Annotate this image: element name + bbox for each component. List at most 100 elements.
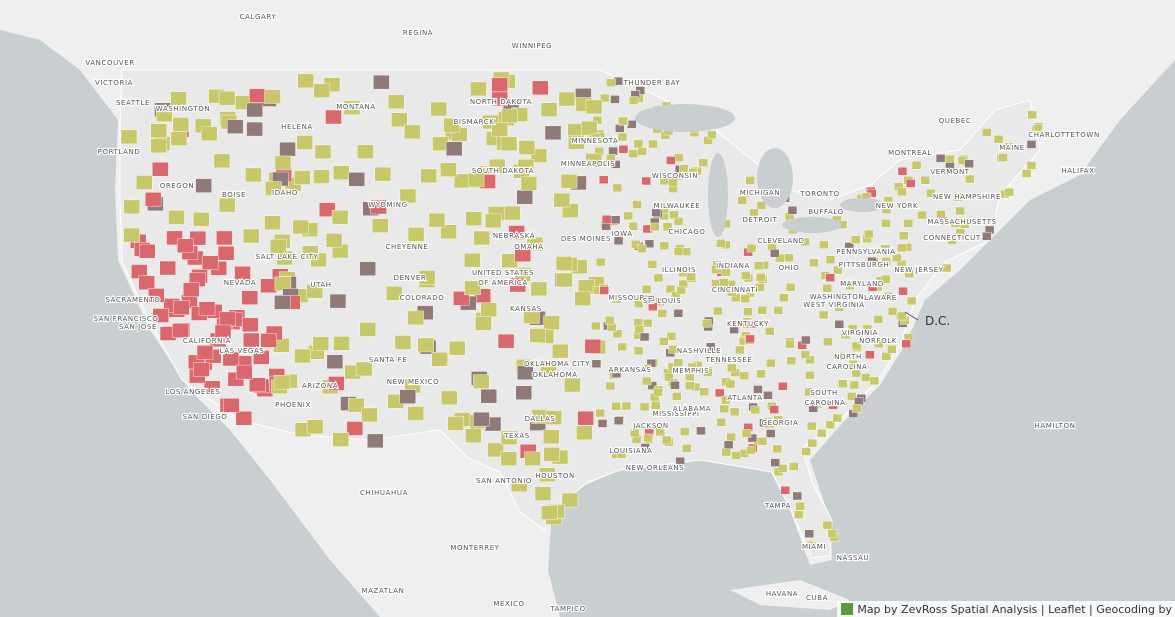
county [465, 211, 483, 227]
county [737, 196, 747, 205]
county [501, 108, 518, 124]
place-label: MAZATLAN [361, 587, 404, 595]
county [606, 154, 616, 163]
place-label: BOISE [222, 191, 246, 199]
attribution[interactable]: Map by ZevRoss Spatial Analysis | Leafle… [837, 601, 1175, 617]
county [591, 321, 601, 331]
county [801, 335, 811, 345]
county [851, 341, 862, 351]
county [698, 158, 708, 167]
county [650, 222, 660, 232]
place-label: MARYLAND [840, 280, 884, 288]
county [766, 429, 776, 438]
county [332, 432, 349, 447]
place-label: SAN ANTONIO [476, 477, 532, 485]
county [543, 429, 560, 445]
county [633, 346, 644, 355]
county [716, 418, 726, 427]
county [795, 502, 805, 511]
place-label: DENVER [394, 274, 427, 282]
county [584, 339, 602, 354]
county [480, 302, 497, 317]
place-label: OKLAHOMA CITY [524, 360, 590, 368]
county [558, 91, 576, 107]
county [234, 266, 251, 281]
county [756, 273, 766, 282]
place-label: MASSACHUSETTS [927, 218, 996, 226]
county [294, 170, 311, 185]
county [668, 345, 678, 354]
county [727, 288, 737, 297]
county [606, 78, 616, 87]
place-label: HALIFAX [1061, 167, 1094, 175]
county [441, 390, 458, 406]
place-label: HAVANA [766, 590, 798, 598]
county [793, 510, 804, 519]
county [887, 344, 897, 354]
county [605, 381, 616, 391]
county [773, 415, 783, 425]
county [306, 419, 324, 434]
county [898, 231, 909, 240]
county [417, 337, 435, 353]
county [329, 293, 347, 309]
county [223, 398, 240, 413]
county [621, 401, 632, 411]
county [818, 310, 829, 320]
county [777, 464, 788, 473]
county [245, 167, 262, 183]
united-states [119, 69, 1041, 559]
county [201, 255, 219, 271]
county [591, 359, 602, 368]
place-label: NASHVILLE [677, 347, 721, 355]
county [509, 277, 526, 293]
county [508, 225, 525, 240]
county [696, 426, 706, 436]
county [539, 467, 556, 482]
county [851, 404, 862, 413]
county [331, 209, 349, 225]
county [1004, 142, 1014, 151]
county [325, 233, 343, 248]
county [674, 153, 684, 162]
place-label: OMAHA [514, 243, 543, 251]
place-label: GEORGIA [762, 419, 799, 427]
county [464, 252, 481, 268]
place-label: DELAWARE [853, 294, 897, 302]
place-label: NEW YORK [876, 202, 918, 210]
place-label: MISSISSIPPI [652, 410, 699, 418]
county [472, 374, 490, 389]
county [655, 297, 665, 306]
county [227, 119, 244, 134]
county [534, 486, 552, 501]
county [665, 284, 676, 294]
county [374, 166, 392, 182]
county [394, 335, 412, 350]
county [746, 243, 757, 253]
place-label: WYOMING [368, 201, 407, 209]
county [612, 329, 623, 339]
county [241, 317, 259, 333]
place-label: CUBA [806, 594, 828, 602]
attribution-text[interactable]: Map by ZevRoss Spatial Analysis | Leafle… [857, 602, 1172, 616]
county [503, 205, 521, 221]
place-label: OHIO [779, 264, 800, 272]
county [590, 133, 601, 143]
county [623, 211, 634, 221]
county [637, 147, 647, 156]
county [136, 175, 153, 190]
county [235, 411, 253, 426]
county [595, 408, 605, 418]
county [789, 462, 799, 471]
county [156, 107, 173, 122]
county [487, 442, 504, 458]
county [838, 379, 848, 388]
county [314, 144, 332, 160]
county [834, 303, 845, 312]
county [195, 178, 212, 193]
county [601, 222, 611, 231]
county [869, 376, 880, 386]
county [778, 293, 789, 303]
